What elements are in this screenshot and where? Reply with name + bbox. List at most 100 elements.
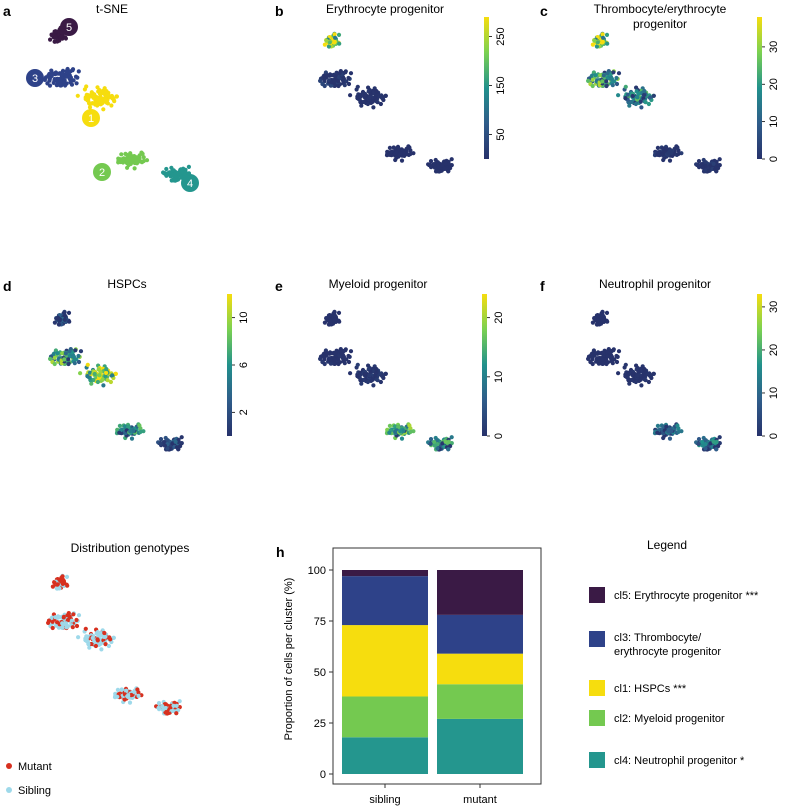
scatter-point (65, 583, 70, 588)
scatter-point (446, 169, 451, 174)
scatter-point (337, 319, 342, 324)
y-tick-label: 100 (308, 565, 326, 577)
panel-title-c-line2: progenitor (633, 17, 687, 31)
scatter-point (605, 349, 610, 354)
scatter-point (341, 354, 346, 359)
scatter-point (110, 96, 115, 101)
scatter-point (642, 366, 647, 372)
scatter-point (72, 361, 77, 366)
scatter-point (336, 32, 342, 38)
scatter-point (428, 163, 433, 168)
scatter-point (598, 73, 603, 78)
scatter-point (129, 692, 134, 698)
panel-title-a: t-SNE (96, 2, 128, 16)
scatter-point (66, 310, 72, 315)
scatter-point (378, 379, 383, 385)
scatter-point (636, 369, 641, 374)
scatter-point (600, 310, 605, 315)
scatter-point (355, 374, 360, 379)
scatter-point (590, 320, 596, 325)
scatter-point (96, 96, 102, 101)
panel-label-c: c (540, 3, 548, 19)
scatter-point (167, 170, 172, 175)
scatter-point (127, 700, 133, 705)
scatter-point (52, 355, 57, 360)
panel-title-e: Myeloid progenitor (329, 277, 428, 291)
scatter-point (327, 40, 332, 45)
scatter-point (449, 435, 454, 440)
scatter-point (176, 439, 181, 444)
scatter-point (333, 351, 338, 356)
svg-text:cl4: Neutrophil progenitor *: cl4: Neutrophil progenitor * (614, 755, 745, 767)
scatter-point (355, 96, 360, 101)
scatter-point (623, 96, 628, 101)
scatter-point (106, 643, 111, 649)
scatter-point (675, 423, 680, 428)
scatter-point (117, 430, 122, 435)
scatter-point (158, 437, 164, 442)
scatter-point (65, 613, 70, 618)
scatter-point (176, 447, 181, 452)
panel-label-a: a (3, 3, 11, 19)
scatter-point (95, 637, 100, 642)
scatter-point (639, 383, 644, 388)
scatter-point (60, 351, 65, 356)
bar-segment-cl3-sibling (342, 576, 428, 626)
scatter-point (642, 88, 647, 94)
scatter-point (343, 348, 348, 353)
bar-segment-cl1-mutant (437, 653, 523, 685)
scatter-point (91, 377, 96, 383)
scatter-point (326, 322, 331, 327)
scatter-point (93, 643, 98, 649)
scatter-point (322, 361, 327, 367)
scatter-point (368, 369, 373, 374)
scatter-point (318, 78, 323, 83)
scatter-point (62, 357, 67, 362)
scatter-point (62, 317, 67, 322)
scatter-point (47, 83, 53, 88)
scatter-point (61, 577, 66, 583)
scatter-point (646, 101, 652, 107)
scatter-point (590, 42, 596, 47)
scatter-point (590, 361, 595, 367)
genotype-scatter (46, 573, 182, 716)
scatter-point (696, 159, 702, 164)
scatter-point (638, 377, 643, 382)
scatter-point (343, 70, 348, 75)
scatter-point (92, 371, 97, 377)
scatter-point (407, 423, 412, 428)
scatter-point (357, 92, 363, 97)
scatter-point (64, 625, 69, 630)
scatter-point (616, 371, 621, 376)
scatter-point (696, 437, 702, 442)
svg-text:cl1: HSPCs ***: cl1: HSPCs *** (614, 683, 687, 695)
svg-text:2: 2 (99, 167, 105, 179)
scatter-point (600, 79, 605, 84)
scatter-point (144, 158, 150, 163)
genotype-legend: Mutant Sibling (6, 761, 52, 797)
scatter-point (374, 92, 379, 97)
scatter-point (398, 151, 403, 156)
scatter-point (141, 155, 146, 160)
scatter-point (633, 379, 639, 385)
colorbar-tick-label: 10 (493, 371, 505, 383)
scatter-point (428, 159, 434, 164)
scatter-point (332, 317, 337, 322)
scatter-point (443, 439, 448, 444)
bar-segment-cl4-mutant (437, 718, 523, 774)
scatter-point (71, 354, 76, 359)
scatter-point (168, 174, 173, 179)
scatter-point (370, 377, 375, 382)
hspc-scatter (48, 309, 184, 452)
scatter-point (714, 447, 719, 452)
scatter-point (85, 362, 90, 367)
scatter-point (600, 357, 605, 362)
x-tick-label: sibling (369, 794, 400, 806)
scatter-point (74, 81, 79, 86)
scatter-point (636, 91, 641, 96)
scatter-point (336, 310, 342, 315)
scatter-point (156, 705, 161, 711)
scatter-point (131, 428, 136, 434)
y-tick-label: 0 (320, 769, 326, 781)
